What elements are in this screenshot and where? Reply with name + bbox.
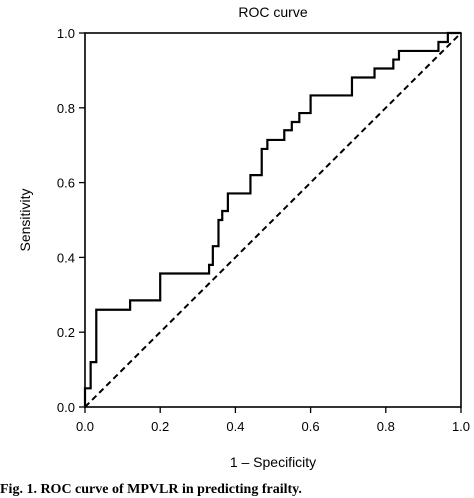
x-tick-label: 0.2 bbox=[151, 419, 169, 434]
y-tick-label: 0.6 bbox=[57, 176, 75, 191]
x-tick-label: 0.6 bbox=[302, 419, 320, 434]
plot-frame bbox=[84, 32, 462, 408]
x-axis-title: 1 – Specificity bbox=[230, 454, 316, 470]
reference-diagonal bbox=[84, 32, 462, 408]
y-tick-label: 0.0 bbox=[57, 400, 75, 415]
x-tick-label: 0.8 bbox=[377, 419, 395, 434]
y-tick-label: 0.4 bbox=[57, 250, 75, 265]
y-tick-label: 0.8 bbox=[57, 101, 75, 116]
y-tick-label: 1.0 bbox=[57, 26, 75, 41]
x-tick-label: 0.0 bbox=[76, 419, 94, 434]
y-tick-label: 0.2 bbox=[57, 325, 75, 340]
x-axis-ticks: 0.0 0.2 0.4 0.6 0.8 1.0 bbox=[76, 407, 470, 434]
y-axis-ticks: 0.0 0.2 0.4 0.6 0.8 1.0 bbox=[57, 26, 85, 415]
x-tick-label: 0.4 bbox=[226, 419, 244, 434]
figure-caption: Fig. 1. ROC curve of MPVLR in predicting… bbox=[0, 482, 302, 497]
x-tick-label: 1.0 bbox=[452, 419, 470, 434]
y-axis-title: Sensitivity bbox=[17, 188, 33, 251]
chart-title: ROC curve bbox=[238, 4, 307, 20]
roc-step-line bbox=[83, 31, 461, 407]
